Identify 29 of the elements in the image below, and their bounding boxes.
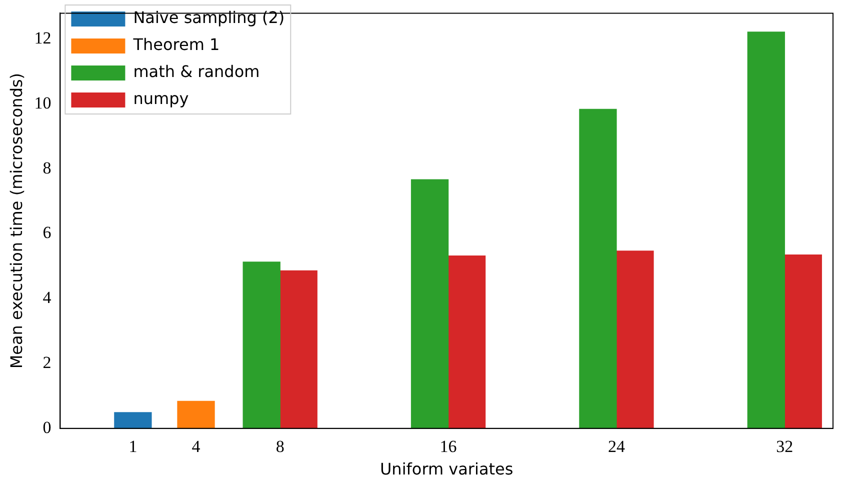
legend-label: Naive sampling (2)	[133, 8, 285, 28]
legend-label: math & random	[133, 62, 260, 82]
x-tick-label: 16	[440, 437, 457, 456]
x-tick-label: 4	[192, 437, 201, 456]
y-axis-title: Mean execution time (microseconds)	[6, 72, 26, 369]
bar	[177, 400, 215, 429]
y-tick-label: 4	[42, 288, 52, 308]
y-tick-label: 12	[34, 28, 52, 48]
bar	[784, 254, 822, 429]
legend-label: Theorem 1	[132, 35, 220, 54]
bar	[747, 32, 785, 429]
bar	[242, 262, 280, 429]
y-tick-label: 2	[42, 352, 52, 372]
y-tick-label: 8	[42, 158, 52, 178]
bar	[616, 250, 654, 429]
y-tick-label: 10	[34, 93, 52, 112]
bar	[114, 412, 152, 429]
x-tick-label: 24	[608, 437, 626, 456]
legend-label: numpy	[133, 89, 189, 108]
x-tick-label: 8	[276, 437, 284, 456]
x-tick-label: 32	[776, 437, 794, 456]
y-tick-label: 6	[42, 223, 52, 242]
bar	[579, 108, 617, 429]
bar	[410, 179, 449, 429]
x-tick-label: 1	[128, 437, 138, 456]
bar	[280, 270, 318, 429]
x-axis-title: Uniform variates	[380, 460, 514, 479]
y-tick-label: 0	[42, 418, 52, 437]
bar	[448, 256, 486, 429]
